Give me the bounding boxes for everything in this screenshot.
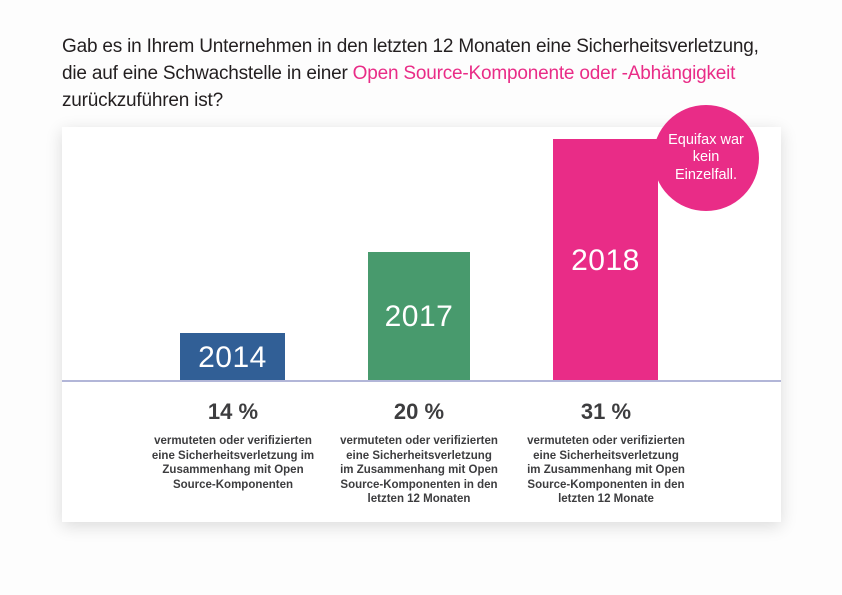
question-title: Gab es in Ihrem Unternehmen in den letzt… — [62, 33, 759, 114]
stat-percent-2014: 14 % — [207, 399, 259, 424]
question-line-2: die auf eine Schwachstelle in einer Open… — [62, 60, 759, 87]
question-line-2-plain: die auf eine Schwachstelle in einer — [62, 63, 353, 84]
stat-column-2014: 14 % vermuteten oder verifizierten eine … — [133, 399, 333, 492]
stat-description-2014: vermuteten oder verifizierten eine Siche… — [151, 435, 315, 491]
stat-percent-2017: 20 % — [393, 399, 445, 424]
question-line-1: Gab es in Ihrem Unternehmen in den letzt… — [62, 36, 759, 57]
bar-2018: 2018 — [553, 139, 658, 382]
bar-2014: 2014 — [180, 333, 285, 382]
equifax-badge: Equifax war kein Einzelfall. — [653, 105, 759, 211]
question-highlight: Open Source-Komponente oder -Abhängigkei… — [352, 63, 736, 84]
stat-description-2018: vermuteten oder verifizierten eine Siche… — [527, 435, 685, 505]
bar-2017: 2017 — [368, 252, 470, 382]
stat-column-2018: 31 % vermuteten oder verifizierten eine … — [506, 399, 706, 507]
axis-baseline — [62, 380, 781, 382]
question-line-3: zurückzuführen ist? — [62, 90, 223, 111]
equifax-badge-text: Equifax war kein Einzelfall. — [668, 131, 744, 183]
bar-2014-label: 2014 — [198, 340, 267, 374]
stat-column-2017: 20 % vermuteten oder verifizierten eine … — [319, 399, 519, 507]
bar-2017-label: 2017 — [384, 300, 454, 333]
bar-2018-label: 2018 — [571, 243, 640, 277]
stat-percent-2018: 31 % — [580, 399, 632, 424]
stat-description-2017: vermuteten oder verifizierten eine Siche… — [340, 435, 498, 505]
chart-panel: 2014 2017 2018 14 % vermuteten oder veri… — [62, 127, 781, 522]
